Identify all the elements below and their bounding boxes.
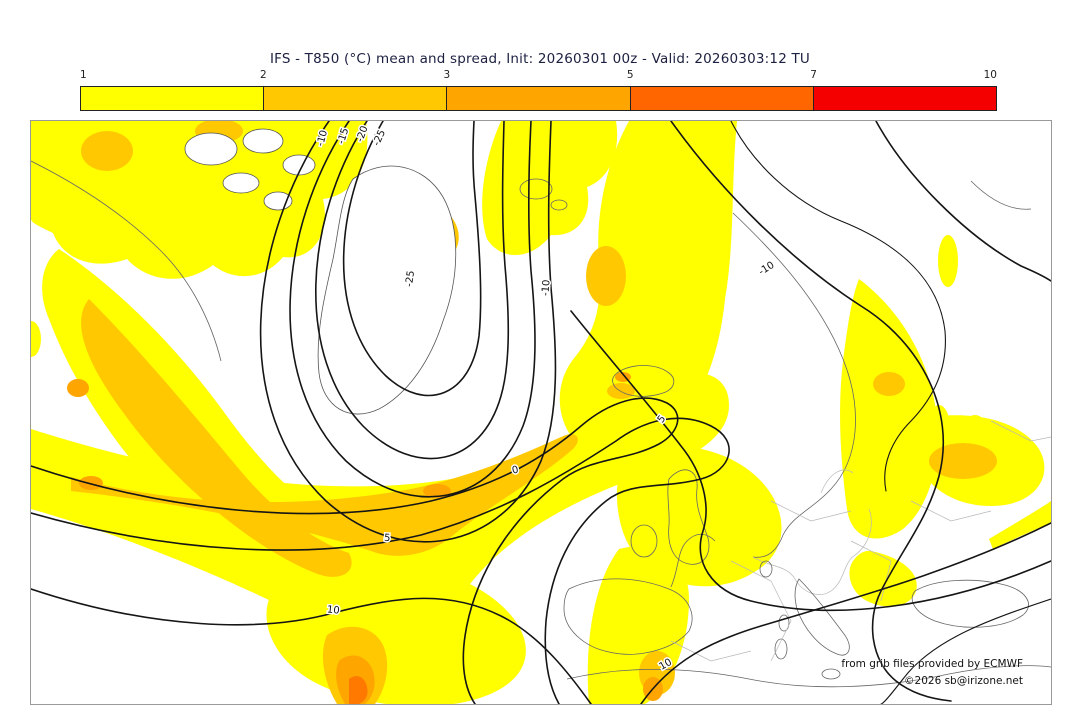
- colorbar-tick-label: 3: [443, 69, 451, 81]
- temperature-contours: [31, 121, 1051, 704]
- colorbar: [80, 86, 997, 111]
- colorbar-tick-label: 10: [983, 69, 997, 81]
- contour-label: -10: [540, 279, 552, 296]
- colorbar-segment: [813, 87, 997, 110]
- colorbar-segment: [447, 87, 631, 110]
- contour-label: 0: [511, 464, 520, 476]
- colorbar-wrap: 1 2 3 5 7 10: [80, 69, 997, 111]
- colorbar-tick-label: 1: [80, 69, 87, 81]
- contour-label: -25: [371, 128, 388, 147]
- contour-label: 10: [326, 604, 340, 616]
- colorbar-ticks: 1 2 3 5 7 10: [80, 69, 997, 84]
- colorbar-tick-label: 7: [810, 69, 817, 81]
- attribution-copyright: ©2026 sb@irizone.net: [904, 675, 1023, 687]
- colorbar-segment: [264, 87, 448, 110]
- attribution-source: from grib files provided by ECMWF: [841, 658, 1023, 670]
- contour-label: 5: [384, 533, 391, 544]
- colorbar-tick-label: 2: [260, 69, 267, 81]
- map-panel: -10 -15 -20 -25 -25 -10 -10 5 0 5 10 10 from grib f…: [30, 120, 1052, 705]
- colorbar-tick-label: 5: [626, 69, 634, 81]
- colorbar-segment: [81, 87, 265, 110]
- contour-label: -25: [404, 270, 417, 288]
- spread-shading: [31, 121, 1051, 704]
- colorbar-segment: [630, 87, 814, 110]
- chart-title: IFS - T850 (°C) mean and spread, Init: 2…: [269, 51, 811, 67]
- contour-label: -10: [757, 260, 777, 278]
- coastlines: [31, 128, 1051, 688]
